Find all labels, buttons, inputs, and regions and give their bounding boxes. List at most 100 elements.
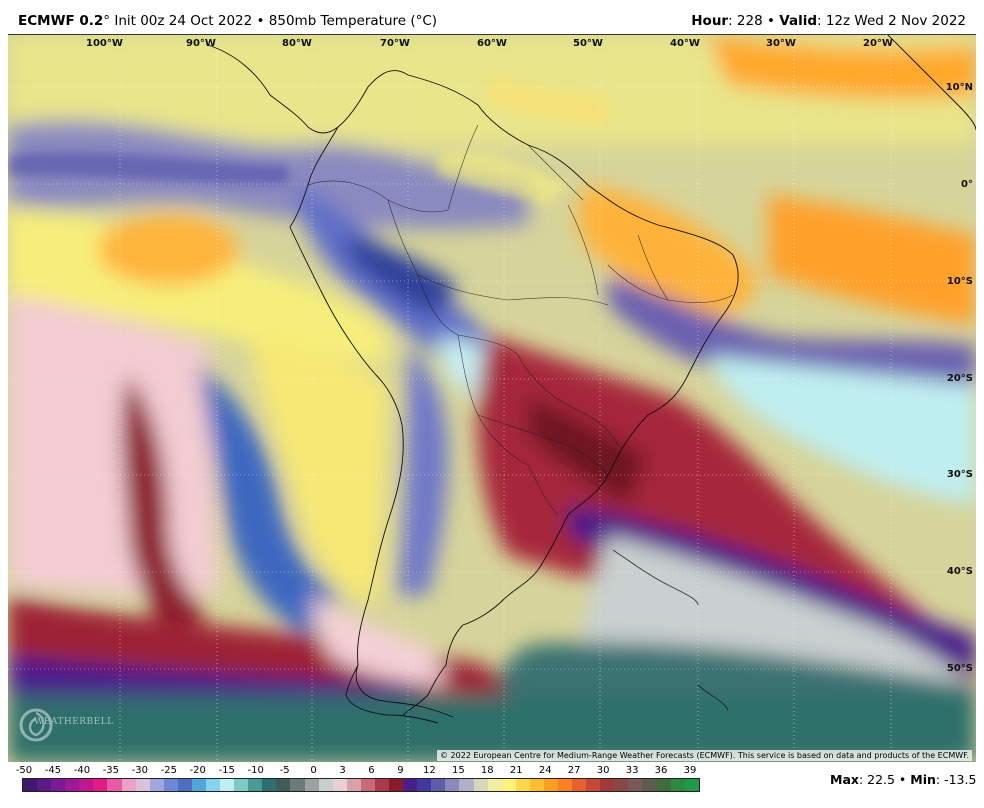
swirl-icon [19,708,53,742]
legend-swatch [346,779,361,791]
weatherbell-logo: WEATHERBELL [16,703,126,747]
lat-label-20s: 20°S [946,373,973,384]
lon-label-50w: 50°W [573,38,603,49]
legend-tick-label: -30 [131,765,148,776]
lon-label-70w: 70°W [380,38,410,49]
legend-tick-label: 6 [368,765,375,776]
legend-swatch [684,779,699,791]
legend-swatch [431,779,446,791]
valid-label: Valid [779,13,817,29]
title-right: Hour: 228 • Valid: 12z Wed 2 Nov 2022 [691,13,966,29]
legend-tick-label: -15 [218,765,235,776]
lat-label-40s: 40°S [946,566,973,577]
legend-swatch [234,779,249,791]
legend-swatch [403,779,418,791]
legend-swatch [107,779,122,791]
logo-text: WEATHERBELL [34,717,114,727]
legend-swatch [614,779,629,791]
lat-label-0: 0° [961,179,973,190]
legend-tick-label: 21 [509,765,523,776]
max-min-readout: Max: 22.5 • Min: -13.5 [830,772,976,787]
lon-label-30w: 30°W [766,38,796,49]
title-left: ECMWF 0.2° Init 00z 24 Oct 2022 • 850mb … [18,13,437,29]
legend-swatch [318,779,333,791]
legend-swatch [360,779,375,791]
lat-label-50s: 50°S [946,663,973,674]
coastlines [207,35,976,724]
lon-label-100w: 100°W [86,38,123,49]
hour-value: : 228 • [728,13,780,29]
legend-tick-label: -35 [102,765,120,776]
valid-value: : 12z Wed 2 Nov 2022 [817,13,966,29]
legend-swatch [515,779,530,791]
legend-tick-label: -50 [15,765,33,776]
max-label: Max [830,772,859,787]
legend-tick-label: 33 [625,765,639,776]
legend-tick-label: -5 [279,765,290,776]
legend-swatch [135,779,150,791]
legend-swatch [191,779,207,791]
borders [307,124,734,516]
min-label: Min [910,772,936,787]
legend-swatch [543,779,558,791]
min-value: : -13.5 [935,772,977,787]
legend-swatch [459,779,474,791]
legend-swatch [220,779,235,791]
lon-label-20w: 20°W [863,38,893,49]
legend-swatch [656,779,671,791]
legend-tick-label: 12 [423,765,436,776]
legend-swatch [501,779,516,791]
lon-label-40w: 40°W [670,38,700,49]
legend-tick-label: 3 [339,765,346,776]
legend-tick-label: -45 [44,765,62,776]
legend-swatch [290,779,305,791]
model-name: ECMWF 0.2 [18,13,104,29]
legend-tick-label: 15 [451,765,465,776]
legend-swatch [51,779,66,791]
legend-tick-label: -10 [247,765,264,776]
legend-swatch [389,779,404,791]
lon-label-60w: 60°W [477,38,507,49]
legend-ticks: -50 -45 -40 -35 -30 -25 -20 -15 -10 -5 0 3 6 9 12 15 18 2… [16,765,700,777]
legend-colorbar [22,778,700,792]
map-field [8,35,976,763]
lat-label-30s: 30°S [946,469,973,480]
degree-symbol: ° [103,13,111,29]
legend-swatch [23,779,38,791]
legend-swatch [487,779,502,791]
legend-tick-label: 9 [397,765,404,776]
legend-tick-label: -40 [73,765,91,776]
legend-swatch [262,779,277,791]
legend-swatch [206,779,221,791]
legend-swatch [79,779,94,791]
legend-tick-label: 0 [310,765,317,776]
header: ECMWF 0.2° Init 00z 24 Oct 2022 • 850mb … [0,0,984,34]
legend-tick-label: 24 [538,765,552,776]
legend-swatch [374,779,390,791]
copyright-notice: © 2022 European Centre for Medium-Range … [437,750,972,761]
legend-swatch [628,779,643,791]
legend-swatch [93,779,108,791]
init-info: Init 00z 24 Oct 2022 • 850mb Temperature… [110,13,438,29]
legend-swatch [642,779,657,791]
legend-swatch [248,779,263,791]
legend-swatch [304,779,319,791]
legend-swatch [670,779,685,791]
legend-tick-label: 30 [596,765,610,776]
legend-swatch [37,779,52,791]
legend-tick-label: -20 [189,765,206,776]
lat-label-10s: 10°S [946,276,973,287]
legend-swatch [149,779,164,791]
legend-swatch [121,779,136,791]
legend-tick-label: -25 [160,765,177,776]
lat-label-10n: 10°N [945,82,973,93]
legend-swatch [163,779,178,791]
legend-swatch [557,779,573,791]
legend-swatch [600,779,615,791]
legend-swatch [529,779,544,791]
legend-swatch [65,779,80,791]
legend-tick-label: 18 [480,765,494,776]
lon-label-80w: 80°W [282,38,312,49]
legend-swatch [276,779,291,791]
legend-swatch [473,779,488,791]
